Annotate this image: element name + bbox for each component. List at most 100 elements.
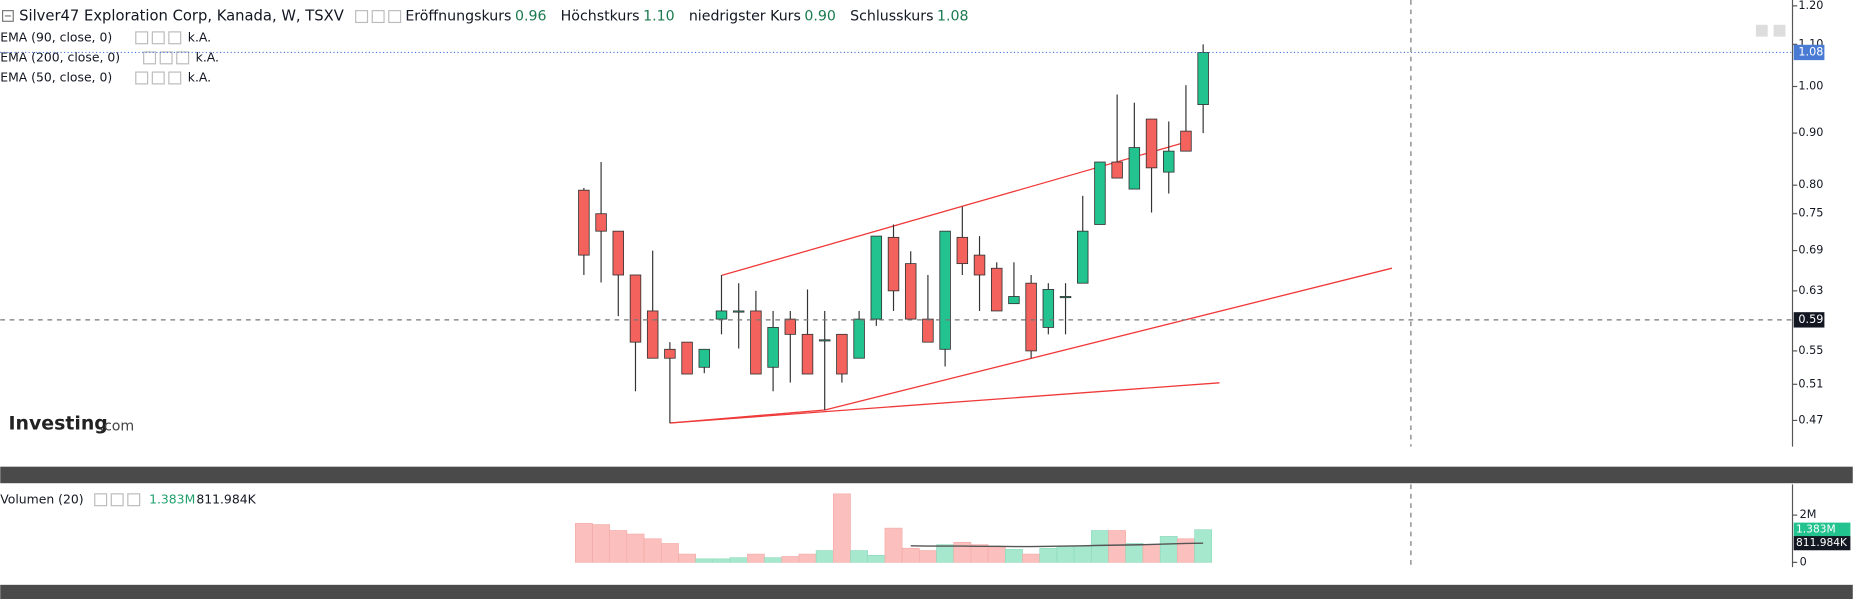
- volume-bar: [1073, 545, 1092, 563]
- pane-button[interactable]: [1755, 24, 1768, 37]
- icon-eye[interactable]: [355, 10, 369, 24]
- icon-settings[interactable]: [159, 51, 173, 65]
- y-tick-label: 0.51: [1798, 377, 1823, 390]
- candle-body: [887, 236, 900, 292]
- collapse-icon[interactable]: [2, 10, 14, 22]
- candle-body: [1111, 161, 1123, 179]
- pane-separator: [0, 584, 1853, 599]
- volume-ma-line: [910, 542, 1204, 548]
- icon-eye[interactable]: [94, 493, 108, 507]
- volume-bar: [1177, 538, 1195, 563]
- ohlc-value: 1.08: [937, 9, 969, 25]
- candle-body: [681, 341, 693, 375]
- crosshair-label-box: [1793, 312, 1825, 328]
- candle-body: [1197, 52, 1209, 105]
- y-tick-label: 0.90: [1798, 126, 1823, 139]
- icon-close[interactable]: [388, 10, 402, 24]
- volume-bar: [798, 553, 817, 563]
- trend-line: [670, 382, 1220, 424]
- volume-ma-legend-value: 811.984K: [196, 491, 256, 506]
- volume-bar: [815, 550, 834, 563]
- candle-body: [664, 348, 676, 359]
- icon-eye[interactable]: [135, 31, 149, 45]
- y-tick-label: 2M: [1800, 508, 1817, 521]
- candle-body: [836, 333, 848, 375]
- volume-bar: [901, 547, 920, 563]
- icon-close[interactable]: [127, 493, 141, 507]
- volume-bar: [884, 527, 903, 563]
- volume-bar: [1005, 549, 1023, 563]
- indicator-value: k.A.: [188, 69, 211, 84]
- icon-settings[interactable]: [371, 10, 385, 24]
- value-tag: 811.984K: [1796, 536, 1848, 549]
- icon-settings[interactable]: [151, 31, 165, 45]
- candle-body: [801, 333, 814, 375]
- volume-bar: [1022, 553, 1041, 563]
- candle-body: [870, 235, 883, 320]
- candle-body: [939, 230, 951, 350]
- volume-bar: [1091, 530, 1109, 563]
- candle-body: [612, 230, 625, 276]
- volume-bar: [1056, 545, 1075, 563]
- icon-eye[interactable]: [143, 51, 157, 65]
- volume-bar: [1039, 547, 1058, 563]
- candle-body: [1145, 118, 1158, 169]
- indicator-name: EMA (200, close, 0): [0, 49, 120, 64]
- icon-close[interactable]: [176, 51, 190, 65]
- y-tick-label: 0.55: [1798, 344, 1823, 357]
- volume-bar: [1159, 536, 1178, 563]
- icon-close[interactable]: [168, 31, 182, 45]
- volume-legend-value: 1.383M: [149, 491, 195, 506]
- candle-body: [715, 310, 728, 320]
- value-tag-box: [1793, 522, 1851, 537]
- volume-bar: [781, 556, 800, 563]
- volume-bar: [970, 544, 989, 563]
- candle-body: [784, 318, 797, 335]
- candle-body: [698, 348, 711, 368]
- candle-body: [767, 327, 779, 368]
- value-tag: 1.383M: [1796, 523, 1836, 536]
- y-tick-label: 1.20: [1798, 0, 1823, 12]
- volume-bar: [712, 558, 731, 563]
- y-tick-label: 0.69: [1798, 244, 1823, 257]
- pane-button[interactable]: [1773, 24, 1786, 37]
- last-price-label: 1.08: [1798, 45, 1823, 58]
- trend-line: [824, 267, 1393, 411]
- last-price-box: [1793, 44, 1825, 61]
- volume-bar: [919, 550, 937, 563]
- icon-close[interactable]: [168, 71, 182, 85]
- candle-body: [750, 310, 762, 375]
- candle-body: [922, 318, 934, 343]
- candle-body: [1128, 147, 1141, 190]
- trend-line: [721, 142, 1184, 276]
- candle-body: [1180, 130, 1192, 152]
- y-tick-label: 0.63: [1798, 284, 1823, 297]
- candle-body: [578, 189, 590, 256]
- icon-eye[interactable]: [135, 71, 149, 85]
- candle-body: [646, 310, 659, 359]
- ohlc-label: niedrigster Kurs: [689, 9, 801, 25]
- candle-body: [732, 310, 745, 313]
- candle-body: [1094, 161, 1106, 225]
- volume-bar: [729, 557, 748, 563]
- volume-bar: [1142, 544, 1161, 563]
- logo-suffix: .com: [99, 419, 134, 435]
- volume-bar: [747, 553, 765, 563]
- icon-settings[interactable]: [151, 71, 165, 85]
- volume-bar: [626, 533, 645, 563]
- volume-bar: [987, 546, 1006, 563]
- candle-body: [904, 263, 917, 320]
- icon-settings[interactable]: [110, 493, 124, 507]
- volume-bar: [1108, 530, 1127, 563]
- ohlc-value: 0.90: [804, 9, 836, 25]
- logo-brand: Investing: [9, 413, 108, 435]
- volume-bar: [643, 538, 662, 563]
- candle-body: [973, 254, 986, 276]
- candle-body: [595, 213, 607, 232]
- y-tick-label: 0: [1800, 555, 1807, 568]
- candle-body: [853, 318, 865, 359]
- indicator-name: EMA (90, close, 0): [0, 29, 112, 44]
- candle-body: [1008, 296, 1020, 305]
